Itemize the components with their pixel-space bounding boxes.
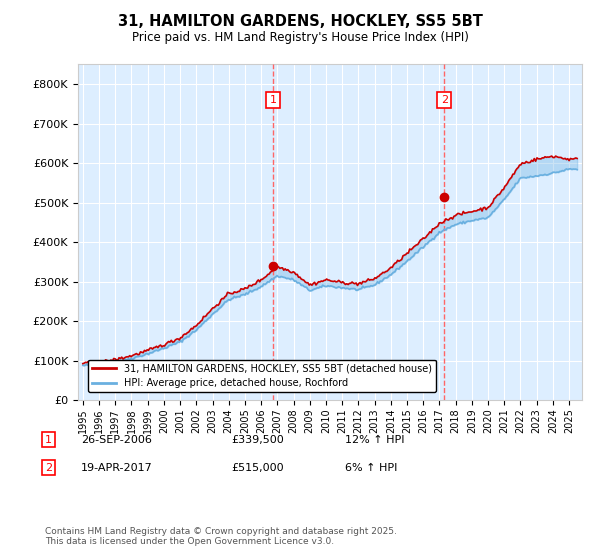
Text: 2: 2 (45, 463, 52, 473)
Legend: 31, HAMILTON GARDENS, HOCKLEY, SS5 5BT (detached house), HPI: Average price, det: 31, HAMILTON GARDENS, HOCKLEY, SS5 5BT (… (88, 360, 436, 392)
Text: 31, HAMILTON GARDENS, HOCKLEY, SS5 5BT: 31, HAMILTON GARDENS, HOCKLEY, SS5 5BT (118, 14, 482, 29)
Text: 2: 2 (440, 95, 448, 105)
Text: 19-APR-2017: 19-APR-2017 (81, 463, 153, 473)
Text: Price paid vs. HM Land Registry's House Price Index (HPI): Price paid vs. HM Land Registry's House … (131, 31, 469, 44)
Text: 6% ↑ HPI: 6% ↑ HPI (345, 463, 397, 473)
Text: 12% ↑ HPI: 12% ↑ HPI (345, 435, 404, 445)
Text: Contains HM Land Registry data © Crown copyright and database right 2025.
This d: Contains HM Land Registry data © Crown c… (45, 526, 397, 546)
Text: 1: 1 (45, 435, 52, 445)
Text: 26-SEP-2006: 26-SEP-2006 (81, 435, 152, 445)
Text: £515,000: £515,000 (231, 463, 284, 473)
Text: 1: 1 (269, 95, 277, 105)
Text: £339,500: £339,500 (231, 435, 284, 445)
